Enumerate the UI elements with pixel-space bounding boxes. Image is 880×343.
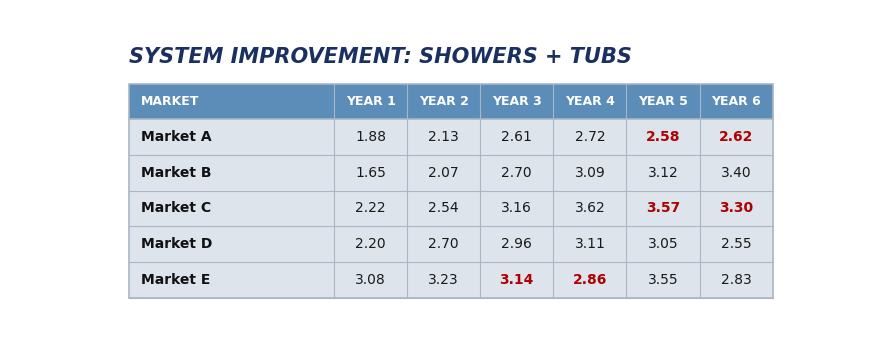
Bar — [627, 83, 700, 119]
Bar — [627, 262, 700, 298]
Bar — [129, 191, 334, 226]
Text: 2.58: 2.58 — [646, 130, 680, 144]
Bar — [407, 155, 480, 191]
Text: MARKET: MARKET — [141, 95, 200, 108]
Bar — [627, 191, 700, 226]
Text: YEAR 3: YEAR 3 — [492, 95, 542, 108]
Text: 3.30: 3.30 — [719, 201, 753, 215]
Text: 2.83: 2.83 — [721, 273, 752, 287]
Text: 3.23: 3.23 — [429, 273, 459, 287]
Text: 2.96: 2.96 — [502, 237, 532, 251]
Bar — [700, 83, 773, 119]
Text: 3.57: 3.57 — [646, 201, 680, 215]
Bar — [129, 83, 773, 298]
Text: YEAR 2: YEAR 2 — [419, 95, 469, 108]
Bar — [334, 262, 407, 298]
Text: 2.54: 2.54 — [429, 201, 459, 215]
Bar — [554, 191, 627, 226]
Bar — [480, 119, 554, 155]
Text: 1.88: 1.88 — [356, 130, 386, 144]
Bar — [700, 119, 773, 155]
Bar — [129, 262, 334, 298]
Text: 2.13: 2.13 — [429, 130, 459, 144]
Bar — [700, 191, 773, 226]
Text: 1.65: 1.65 — [356, 166, 386, 180]
Bar — [554, 83, 627, 119]
Text: 3.11: 3.11 — [575, 237, 605, 251]
Bar — [554, 119, 627, 155]
Text: 3.09: 3.09 — [575, 166, 605, 180]
Bar — [407, 191, 480, 226]
Bar — [334, 119, 407, 155]
Bar — [554, 226, 627, 262]
Bar — [334, 83, 407, 119]
Bar — [480, 191, 554, 226]
Text: YEAR 6: YEAR 6 — [711, 95, 761, 108]
Text: 2.61: 2.61 — [502, 130, 532, 144]
Text: SYSTEM IMPROVEMENT: SHOWERS + TUBS: SYSTEM IMPROVEMENT: SHOWERS + TUBS — [129, 47, 632, 67]
Bar — [407, 83, 480, 119]
Text: 2.72: 2.72 — [575, 130, 605, 144]
Bar — [129, 119, 334, 155]
Text: 3.14: 3.14 — [500, 273, 534, 287]
Bar — [407, 226, 480, 262]
Bar — [480, 83, 554, 119]
Text: 2.20: 2.20 — [356, 237, 386, 251]
Text: Market D: Market D — [141, 237, 212, 251]
Text: 3.12: 3.12 — [648, 166, 678, 180]
Bar — [480, 262, 554, 298]
Text: 2.07: 2.07 — [429, 166, 459, 180]
Bar — [334, 191, 407, 226]
Text: 2.62: 2.62 — [719, 130, 753, 144]
Text: 2.55: 2.55 — [721, 237, 752, 251]
Text: Market C: Market C — [141, 201, 211, 215]
Text: 2.86: 2.86 — [573, 273, 607, 287]
Bar — [627, 155, 700, 191]
Text: 3.05: 3.05 — [648, 237, 678, 251]
Bar — [627, 226, 700, 262]
Bar — [480, 226, 554, 262]
Text: 3.55: 3.55 — [648, 273, 678, 287]
Bar — [554, 155, 627, 191]
Text: Market E: Market E — [141, 273, 210, 287]
Bar — [554, 262, 627, 298]
Bar — [700, 226, 773, 262]
Bar — [627, 119, 700, 155]
Text: Market B: Market B — [141, 166, 211, 180]
Bar — [129, 155, 334, 191]
Text: YEAR 4: YEAR 4 — [565, 95, 615, 108]
Bar — [407, 262, 480, 298]
Text: 3.40: 3.40 — [721, 166, 752, 180]
Text: YEAR 5: YEAR 5 — [638, 95, 688, 108]
Bar — [407, 119, 480, 155]
Bar — [700, 262, 773, 298]
Text: 2.70: 2.70 — [502, 166, 532, 180]
Text: 2.70: 2.70 — [429, 237, 459, 251]
Bar — [700, 155, 773, 191]
Bar — [334, 226, 407, 262]
Bar — [480, 155, 554, 191]
Text: YEAR 1: YEAR 1 — [346, 95, 395, 108]
Bar — [334, 155, 407, 191]
Bar — [129, 83, 334, 119]
Text: 3.08: 3.08 — [356, 273, 386, 287]
Text: 3.16: 3.16 — [502, 201, 532, 215]
Text: 2.22: 2.22 — [356, 201, 386, 215]
Bar — [129, 226, 334, 262]
Text: 3.62: 3.62 — [575, 201, 605, 215]
Text: Market A: Market A — [141, 130, 211, 144]
